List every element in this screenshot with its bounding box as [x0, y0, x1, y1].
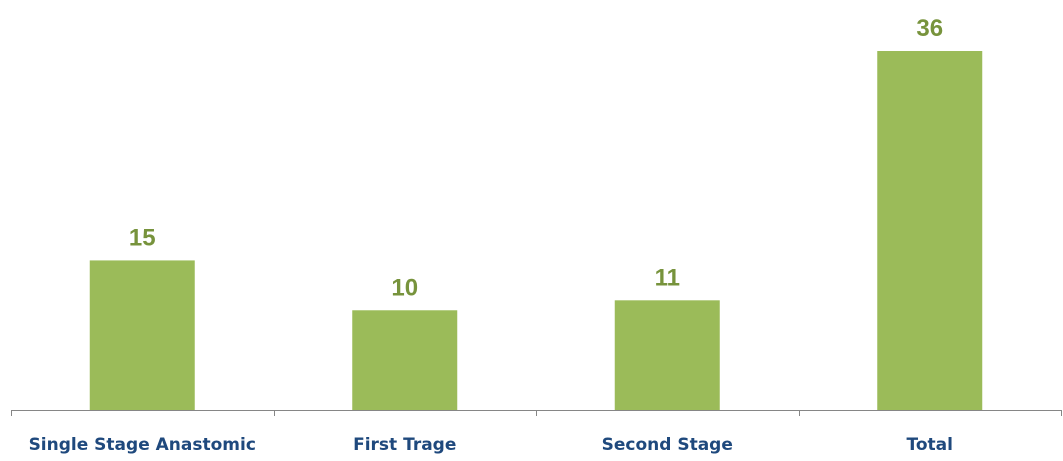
x-axis-ticks	[11, 410, 1062, 416]
bar-single-stage-anastomic	[89, 260, 195, 410]
data-label: 11	[655, 264, 680, 291]
bar-second-stage	[614, 300, 720, 410]
x-tick-label: Total	[907, 435, 953, 455]
data-label: 36	[916, 15, 943, 42]
bar-total	[877, 51, 983, 410]
category-labels: Single Stage Anastomic First Trage Second …	[29, 435, 953, 455]
data-label: 15	[129, 224, 156, 251]
data-labels: 15 10 11 36	[129, 15, 943, 301]
data-label: 10	[391, 274, 418, 301]
bar-first-trage	[352, 310, 458, 410]
x-tick-label: First Trage	[353, 435, 456, 455]
x-tick-label: Second Stage	[602, 435, 733, 455]
x-tick-label: Single Stage Anastomic	[29, 435, 256, 455]
bars	[89, 51, 983, 410]
